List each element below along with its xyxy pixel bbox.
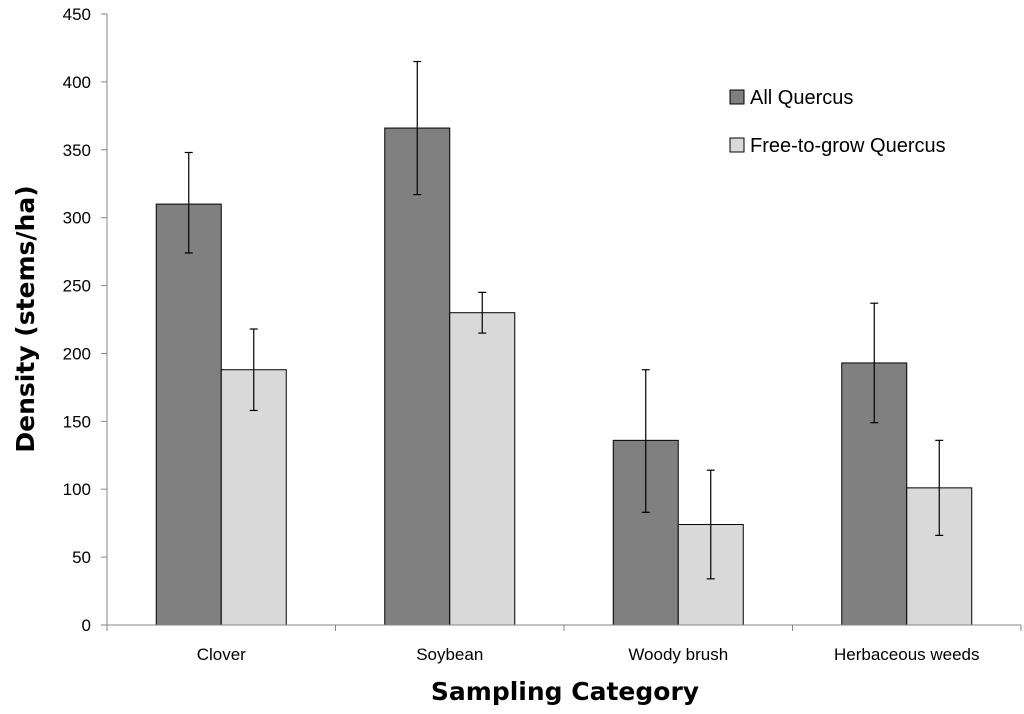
y-ticks: 0 50 100 150 200 250 300 350 400 450 (63, 5, 107, 635)
legend-item: All Quercus (729, 87, 853, 109)
legend: All Quercus Free-to-grow Quercus (729, 87, 946, 157)
legend-label: Free-to-grow Quercus (750, 135, 946, 157)
x-ticks: Clover Soybean Woody brush Herbaceous weeds (106, 625, 1022, 664)
error-bar (184, 151, 193, 254)
error-bar (478, 291, 487, 334)
error-bars-layer (184, 60, 944, 580)
x-tick-label: Herbaceous weeds (834, 645, 980, 664)
legend-label: All Quercus (750, 87, 853, 109)
y-tick-label: 50 (72, 548, 91, 567)
x-tick-label: Clover (197, 645, 246, 664)
error-bar (413, 60, 422, 196)
x-tick-label: Woody brush (628, 645, 728, 664)
y-tick-label: 450 (63, 5, 91, 24)
error-bar (935, 439, 944, 536)
bars-layer (155, 127, 973, 626)
legend-swatch (729, 137, 745, 153)
bar-all-quercus (155, 203, 222, 626)
legend-swatch (729, 89, 745, 105)
legend-item: Free-to-grow Quercus (729, 135, 946, 157)
x-axis-title: Sampling Category (431, 677, 699, 706)
y-tick-label: 100 (63, 480, 91, 499)
y-tick-label: 300 (63, 209, 91, 228)
y-tick-label: 150 (63, 412, 91, 431)
y-tick-label: 200 (63, 344, 91, 363)
error-bar (706, 469, 715, 580)
y-tick-label: 350 (63, 141, 91, 160)
y-axis-title: Density (stems/ha) (11, 185, 40, 452)
bar-all-quercus (384, 127, 451, 626)
bar-free-to-grow-quercus (220, 369, 287, 626)
y-tick-label: 0 (82, 616, 91, 635)
error-bar (870, 302, 879, 424)
error-bar (249, 328, 258, 412)
bar-free-to-grow-quercus (449, 312, 516, 626)
y-tick-label: 400 (63, 73, 91, 92)
x-tick-label: Soybean (416, 645, 483, 664)
error-bar (641, 369, 650, 513)
y-tick-label: 250 (63, 277, 91, 296)
